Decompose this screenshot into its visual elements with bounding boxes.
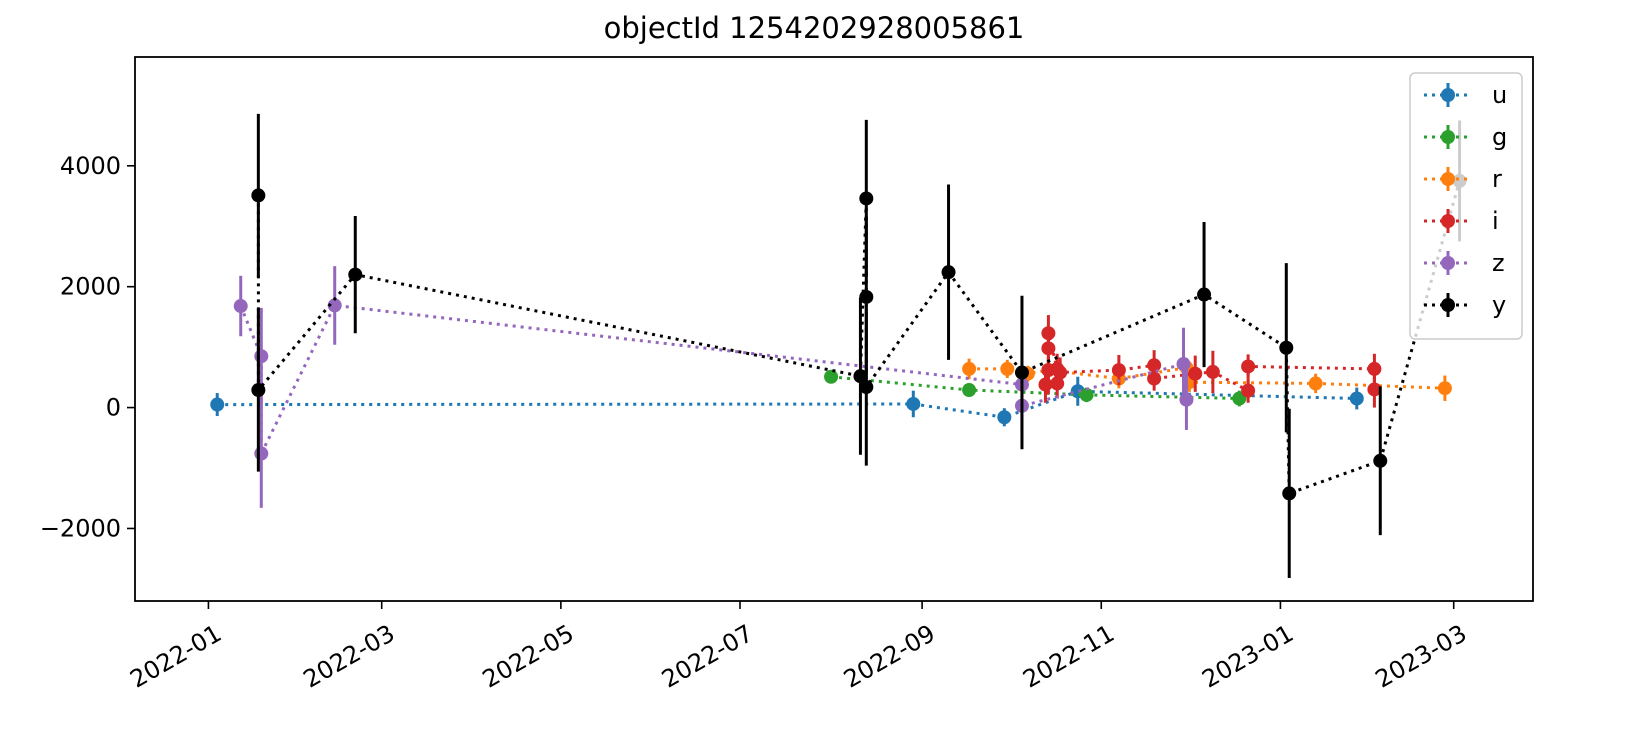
y-tick-label: 0 bbox=[106, 394, 121, 422]
data-point-y bbox=[1197, 287, 1212, 302]
data-point-y bbox=[1279, 340, 1294, 355]
legend-item-u: u bbox=[1424, 81, 1507, 109]
data-point-g bbox=[962, 383, 977, 398]
series-line-u bbox=[217, 389, 1357, 419]
legend-marker bbox=[1441, 214, 1455, 228]
data-point-y bbox=[859, 191, 874, 206]
x-axis: 2022-01 2022-03 2022-05 2022-07 2022-09 2022-… bbox=[125, 601, 1471, 694]
legend-label: y bbox=[1492, 291, 1506, 319]
y-tick-label: −2000 bbox=[40, 514, 121, 542]
series-line-i bbox=[1044, 332, 1376, 394]
x-tick-label: 2022-07 bbox=[657, 619, 758, 693]
data-point-u bbox=[997, 410, 1012, 425]
data-point-i bbox=[1205, 364, 1220, 379]
data-point-y bbox=[251, 383, 266, 398]
data-point-y bbox=[941, 265, 956, 280]
data-point-g bbox=[1079, 387, 1094, 402]
data-point-u bbox=[210, 397, 225, 412]
data-point-g bbox=[824, 369, 839, 384]
data-point-y bbox=[251, 188, 266, 203]
data-point-i bbox=[1367, 361, 1382, 376]
x-tick-label: 2022-01 bbox=[125, 619, 226, 693]
data-point-r bbox=[1437, 381, 1452, 396]
data-point-y bbox=[1373, 453, 1388, 468]
data-point-u bbox=[906, 396, 921, 411]
data-point-z bbox=[233, 299, 248, 314]
data-point-i bbox=[1188, 366, 1203, 381]
legend-item-i: i bbox=[1424, 207, 1499, 235]
data-point-i bbox=[1241, 383, 1256, 398]
legend-item-r: r bbox=[1424, 165, 1502, 193]
data-point-z bbox=[1179, 392, 1194, 407]
data-point-y bbox=[853, 369, 868, 384]
chart-title: objectId 1254202928005861 bbox=[604, 11, 1025, 45]
series-line-z bbox=[239, 303, 1188, 455]
data-point-z bbox=[1176, 357, 1191, 372]
data-point-y bbox=[1282, 486, 1297, 501]
series-line-y bbox=[256, 180, 1462, 496]
y-axis: −2000 0 2000 4000 bbox=[40, 152, 135, 542]
legend-label: r bbox=[1492, 165, 1502, 193]
series-y bbox=[251, 113, 1467, 579]
data-point-i bbox=[1147, 358, 1162, 373]
data-point-r bbox=[1308, 376, 1323, 391]
series-layer bbox=[210, 113, 1467, 579]
series-line-g bbox=[830, 375, 1240, 400]
legend-marker bbox=[1441, 256, 1455, 270]
series-g bbox=[824, 369, 1247, 407]
x-tick-label: 2023-01 bbox=[1197, 619, 1298, 693]
data-point-i bbox=[1041, 326, 1056, 341]
data-point-y bbox=[348, 267, 363, 282]
legend-marker bbox=[1441, 130, 1455, 144]
legend-marker bbox=[1441, 172, 1455, 186]
y-tick-label: 4000 bbox=[60, 152, 121, 180]
data-point-i bbox=[1147, 371, 1162, 386]
legend-label: z bbox=[1492, 249, 1505, 277]
data-point-i bbox=[1367, 382, 1382, 397]
legend-box bbox=[1409, 72, 1523, 340]
legend-item-y: y bbox=[1424, 291, 1506, 319]
data-point-i bbox=[1053, 365, 1068, 380]
data-point-u bbox=[1349, 391, 1364, 406]
x-tick-label: 2022-05 bbox=[478, 619, 579, 693]
data-point-y bbox=[859, 380, 874, 395]
legend-label: u bbox=[1492, 81, 1507, 109]
data-point-y bbox=[1014, 365, 1029, 380]
legend-marker bbox=[1441, 298, 1455, 312]
legend-item-z: z bbox=[1424, 249, 1505, 277]
plot-frame bbox=[134, 56, 1534, 602]
legend-marker bbox=[1441, 88, 1455, 102]
x-tick-label: 2022-03 bbox=[299, 619, 400, 693]
x-tick-label: 2022-09 bbox=[839, 619, 940, 693]
data-point-y bbox=[859, 289, 874, 304]
series-i bbox=[1038, 315, 1382, 408]
data-point-r bbox=[962, 361, 977, 376]
legend-label: g bbox=[1492, 123, 1507, 151]
data-point-z bbox=[254, 446, 269, 461]
data-point-i bbox=[1241, 359, 1256, 374]
series-z bbox=[233, 266, 1194, 508]
x-tick-label: 2023-03 bbox=[1371, 619, 1472, 693]
data-point-i bbox=[1111, 363, 1126, 378]
legend-item-g: g bbox=[1424, 123, 1507, 151]
data-point-z bbox=[327, 298, 342, 313]
y-tick-label: 2000 bbox=[60, 273, 121, 301]
data-point-z bbox=[254, 349, 269, 364]
x-tick-label: 2022-11 bbox=[1018, 619, 1119, 693]
legend-label: i bbox=[1492, 207, 1499, 235]
data-point-r bbox=[1000, 361, 1015, 376]
